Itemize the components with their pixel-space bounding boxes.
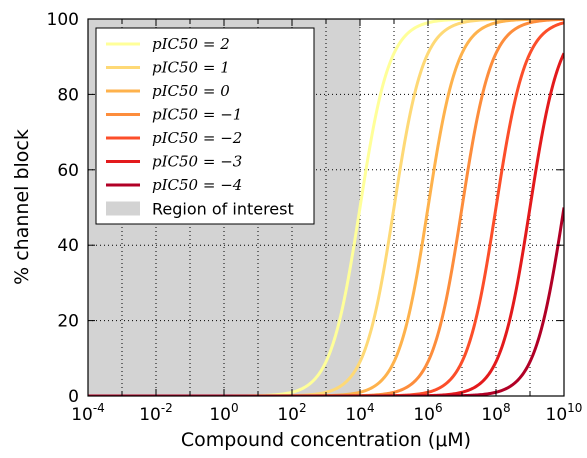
series-line <box>88 21 564 396</box>
x-axis-label: Compound concentration (μM) <box>181 429 471 451</box>
x-tick-label: 100 <box>209 401 238 425</box>
legend-label: pIC50 = −2 <box>152 129 242 147</box>
legend-label: pIC50 = 2 <box>152 35 230 53</box>
legend-label: pIC50 = 0 <box>152 82 230 100</box>
x-tick-label: 106 <box>413 401 442 425</box>
y-tick-label: 100 <box>47 10 79 30</box>
y-tick-label: 80 <box>57 85 79 105</box>
legend: pIC50 = 2 pIC50 = 1 pIC50 = 0 pIC50 = −1 pIC… <box>95 27 315 225</box>
x-tick-label: 104 <box>345 401 374 425</box>
legend-label-region: Region of interest <box>152 200 294 219</box>
series-line <box>88 207 564 396</box>
series-line <box>88 52 564 396</box>
legend-label: pIC50 = −3 <box>152 153 242 171</box>
legend-label: pIC50 = −4 <box>152 176 242 194</box>
x-axis-ticks: 10-4 10-2 100 102 104 106 108 1010 <box>71 19 582 425</box>
x-tick-label: 10-2 <box>139 401 173 425</box>
y-tick-label: 40 <box>57 236 79 256</box>
y-tick-label: 60 <box>57 161 79 181</box>
x-tick-label: 1010 <box>546 401 583 425</box>
legend-swatch-region <box>106 201 140 216</box>
legend-label: pIC50 = 1 <box>152 59 230 77</box>
x-tick-label: 10-4 <box>71 401 105 425</box>
y-tick-label: 20 <box>57 312 79 332</box>
y-axis-ticks: 0 20 40 60 80 100 <box>47 10 564 407</box>
x-tick-label: 108 <box>481 401 510 425</box>
x-tick-label: 102 <box>277 401 306 425</box>
y-tick-label: 0 <box>68 387 79 407</box>
legend-label: pIC50 = −1 <box>152 106 242 124</box>
legend-box <box>95 27 315 225</box>
y-axis-label: % channel block <box>11 129 33 285</box>
